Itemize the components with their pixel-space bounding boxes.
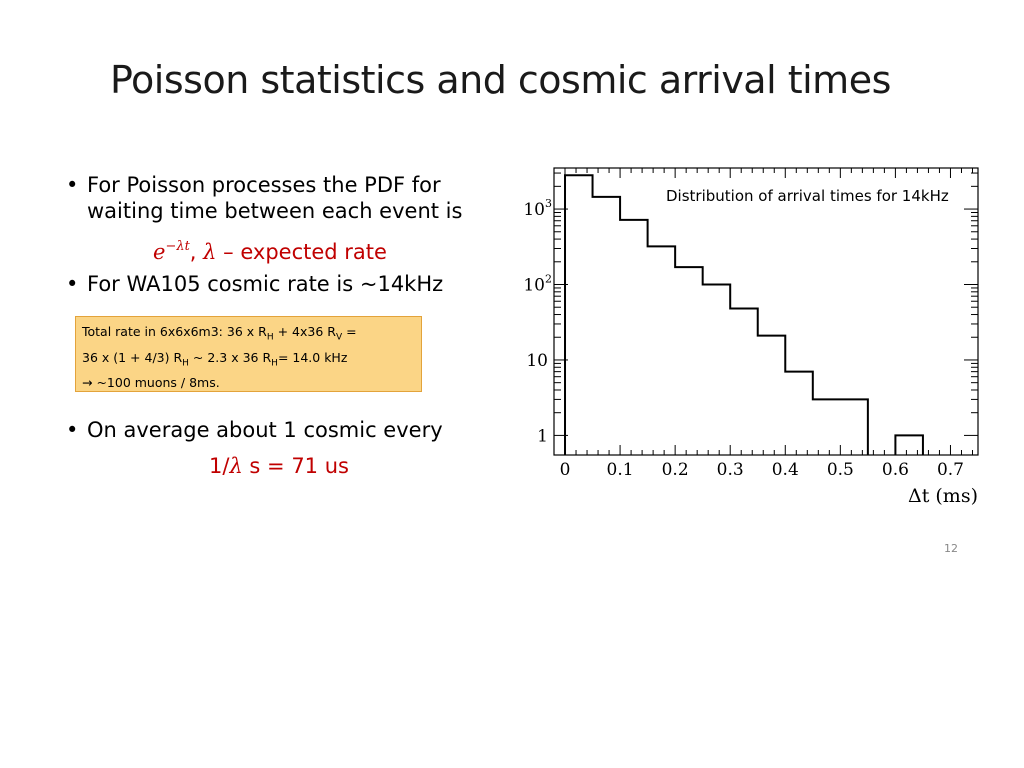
note-line-2: 36 x (1 + 4/3) RH ~ 2.3 x 36 RH= 14.0 kH…: [82, 349, 348, 369]
arrival-time-histogram: Distribution of arrival times for 14kHz …: [523, 167, 979, 507]
x-axis-label: Δt (ms): [908, 485, 978, 507]
page-number: 12: [944, 542, 958, 555]
x-tick-label: 0.4: [772, 460, 799, 480]
histogram-bin: [620, 220, 648, 455]
x-tick-label: 0.7: [937, 460, 964, 480]
histogram-bin: [593, 197, 621, 455]
bullet-dot: •: [66, 173, 79, 197]
histogram-outline: [564, 174, 924, 455]
y-tick-label: 1: [537, 426, 548, 446]
y-tick-label: 102: [523, 273, 552, 296]
note-line-3: → ~100 muons / 8ms.: [82, 375, 220, 390]
x-tick-label: 0.6: [882, 460, 909, 480]
histogram-bin: [675, 267, 703, 455]
bullet-text-line-2: waiting time between each event is: [87, 199, 463, 223]
mean-formula-symbol: λ: [229, 454, 243, 478]
histogram-bin: [758, 336, 786, 455]
pdf-formula: e−λt, λ – expected rate: [153, 234, 387, 265]
x-tick-label: 0: [560, 460, 571, 480]
slide-title: Poisson statistics and cosmic arrival ti…: [110, 58, 891, 102]
formula-description: – expected rate: [223, 240, 387, 264]
bullet-dot: •: [66, 272, 79, 296]
x-tick-label: 0.1: [607, 460, 634, 480]
mean-formula-suffix: s = 71 us: [242, 454, 349, 478]
plot-frame: [553, 167, 979, 456]
bullet-dot: •: [66, 418, 79, 442]
bullet-text-line-1: For WA105 cosmic rate is ~14kHz: [87, 272, 444, 296]
chart-title: Distribution of arrival times for 14kHz: [666, 187, 949, 205]
x-tick-label: 0.2: [662, 460, 689, 480]
rate-note-box: Total rate in 6x6x6m3: 36 x RH + 4x36 RV…: [75, 316, 422, 392]
histogram-bin: [565, 175, 593, 455]
histogram-bin: [895, 435, 923, 455]
bullet-text-line-1: On average about 1 cosmic every: [87, 418, 443, 442]
bullet-text-line-1: For Poisson processes the PDF for: [87, 173, 441, 197]
histogram-bin: [648, 246, 676, 455]
formula-base: e: [153, 240, 166, 264]
formula-separator: ,: [189, 240, 197, 264]
y-tick-label: 103: [523, 197, 552, 220]
x-tick-label: 0.3: [717, 460, 744, 480]
histogram-bin: [813, 399, 841, 455]
mean-formula-prefix: 1/: [209, 454, 230, 478]
y-tick-label: 10: [526, 351, 548, 371]
histogram-bin: [730, 309, 758, 455]
mean-formula: 1/λ s = 71 us: [209, 453, 349, 479]
histogram-bins: [565, 175, 923, 455]
note-line-1: Total rate in 6x6x6m3: 36 x RH + 4x36 RV…: [82, 324, 357, 343]
histogram-bin: [785, 372, 813, 455]
x-tick-label: 0.5: [827, 460, 854, 480]
formula-exponent: −λt: [165, 239, 190, 254]
axis-ticks: [554, 168, 978, 455]
histogram-bin: [840, 399, 868, 455]
x-tick-labels: 0 0.1 0.2 0.3 0.4 0.5 0.6 0.7: [560, 460, 964, 480]
formula-symbol: λ: [203, 240, 217, 264]
histogram-bin: [703, 285, 731, 455]
